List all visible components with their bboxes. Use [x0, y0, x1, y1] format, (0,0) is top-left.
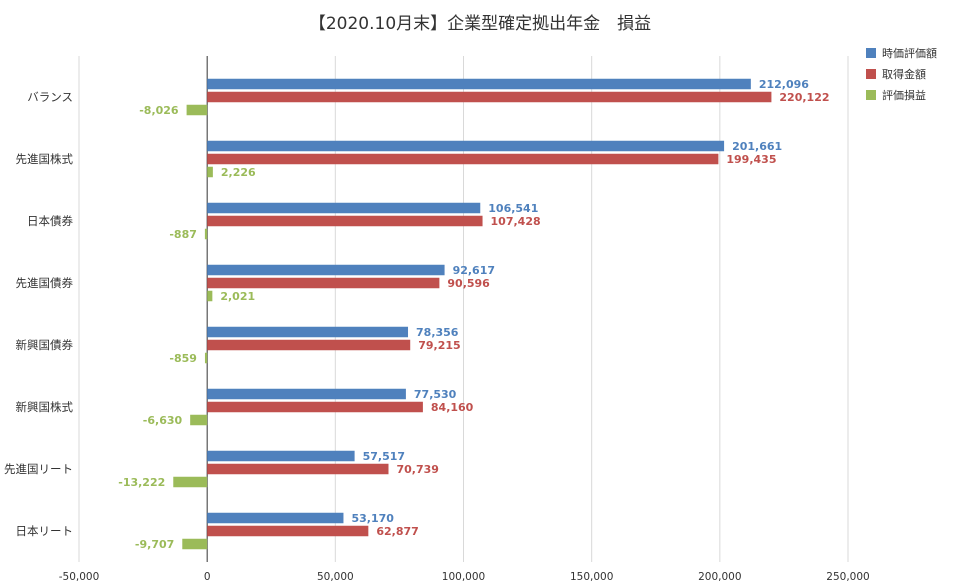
bar-market-value	[207, 388, 406, 400]
x-tick-label: 200,000	[698, 571, 741, 583]
bar-acquisition-cost	[207, 91, 772, 103]
data-label: 220,122	[779, 91, 829, 104]
category-label: 新興国株式	[16, 400, 74, 414]
bar-acquisition-cost	[207, 463, 389, 475]
x-tick-label: 150,000	[570, 571, 613, 583]
data-label: 2,021	[220, 290, 255, 303]
bar-acquisition-cost	[207, 525, 369, 537]
category-label: バランス	[27, 90, 73, 104]
data-label: -859	[169, 352, 197, 365]
x-tick-label: 250,000	[826, 571, 869, 583]
data-label: -8,026	[139, 104, 179, 117]
bar-unrealized-gain	[186, 104, 208, 116]
bar-unrealized-gain	[204, 352, 208, 364]
data-label: 78,356	[416, 326, 459, 339]
data-label: 212,096	[759, 78, 809, 91]
x-axis-tick-labels: -50,000 0 50,000 100,000 150,000 200,000 250,0…	[59, 571, 870, 583]
bar-acquisition-cost	[207, 215, 483, 227]
data-label: -887	[169, 228, 197, 241]
chart-title: 【2020.10月末】企業型確定拠出年金 損益	[309, 14, 651, 34]
x-tick-label: 100,000	[442, 571, 485, 583]
bar-unrealized-gain	[207, 166, 213, 178]
legend-swatch	[866, 69, 876, 79]
bar-unrealized-gain	[207, 290, 213, 302]
x-tick-label: 0	[204, 571, 211, 583]
category-label: 新興国債券	[16, 338, 74, 352]
data-label: 2,226	[221, 166, 256, 179]
data-label: 92,617	[453, 264, 495, 277]
data-label: 84,160	[431, 401, 474, 414]
category-label: 先進国債券	[16, 276, 74, 290]
x-tick-label: 50,000	[317, 571, 354, 583]
data-label: 77,530	[414, 388, 457, 401]
category-label: 先進国株式	[16, 152, 74, 166]
bar-market-value	[207, 140, 725, 152]
bar-market-value	[207, 78, 751, 90]
bar-unrealized-gain	[182, 538, 208, 550]
bar-acquisition-cost	[207, 153, 719, 165]
data-label: 62,877	[376, 525, 418, 538]
data-label: -13,222	[118, 476, 165, 489]
bar-unrealized-gain	[190, 414, 208, 426]
data-label: 57,517	[363, 450, 405, 463]
bars	[173, 78, 772, 550]
bar-market-value	[207, 202, 481, 214]
data-label: 79,215	[418, 339, 460, 352]
bar-unrealized-gain	[173, 476, 208, 488]
grid-lines	[78, 56, 849, 562]
data-label: 90,596	[447, 277, 490, 290]
category-label: 日本リート	[16, 524, 74, 538]
bar-unrealized-gain	[204, 228, 208, 240]
data-label: 199,435	[726, 153, 776, 166]
bar-acquisition-cost	[207, 339, 411, 351]
legend-label: 評価損益	[882, 88, 926, 102]
data-label: 107,428	[491, 215, 541, 228]
bar-market-value	[207, 264, 445, 276]
data-label: -6,630	[143, 414, 183, 427]
x-tick-label: -50,000	[59, 571, 100, 583]
data-label: 201,661	[732, 140, 782, 153]
legend-label: 時価評価額	[882, 46, 937, 60]
data-label: -9,707	[135, 538, 174, 551]
legend-swatch	[866, 48, 876, 58]
data-label: 53,170	[351, 512, 394, 525]
legend-swatch	[866, 90, 876, 100]
bar-acquisition-cost	[207, 277, 440, 289]
category-label: 日本債券	[27, 214, 73, 228]
category-label: 先進国リート	[4, 462, 73, 476]
legend-label: 取得金額	[882, 67, 926, 81]
data-label: 70,739	[396, 463, 438, 476]
bar-market-value	[207, 512, 344, 524]
data-label: 106,541	[488, 202, 538, 215]
bar-market-value	[207, 326, 409, 338]
bar-market-value	[207, 450, 355, 462]
bar-acquisition-cost	[207, 401, 423, 413]
